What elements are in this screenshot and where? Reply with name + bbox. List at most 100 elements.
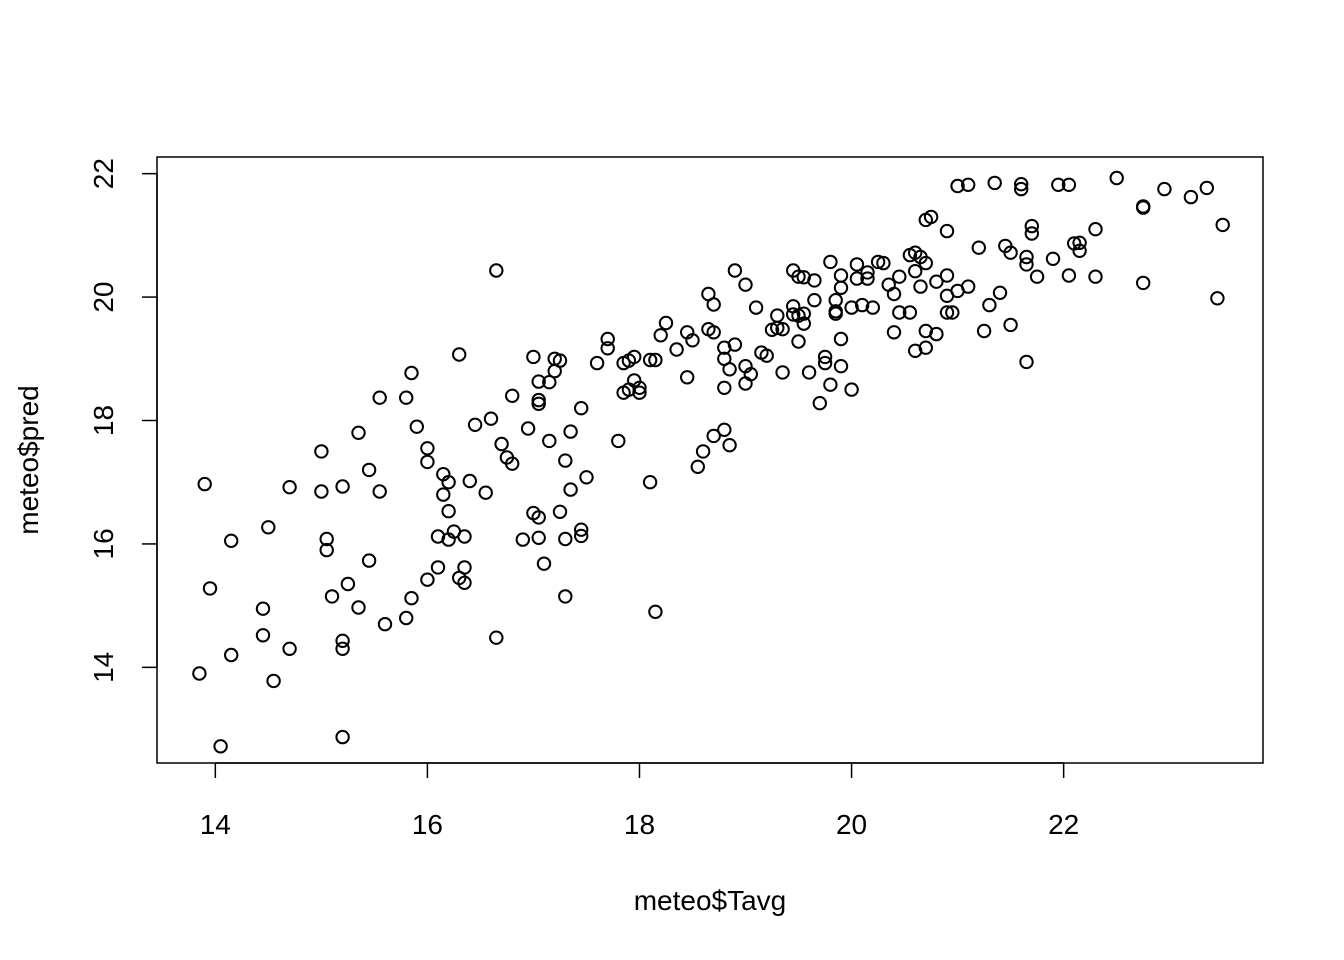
data-point	[1024, 226, 1040, 241]
data-point	[1136, 199, 1151, 214]
data-point	[282, 641, 297, 656]
data-point	[1157, 181, 1172, 197]
data-point	[563, 482, 578, 497]
data-point	[1109, 170, 1124, 186]
data-point	[680, 370, 695, 385]
data-point	[282, 480, 297, 495]
data-point	[865, 300, 880, 315]
y-tick-label: 18	[88, 405, 119, 436]
data-point	[589, 355, 605, 371]
data-point	[685, 333, 700, 348]
data-point	[833, 359, 849, 374]
data-point	[876, 255, 891, 271]
data-point	[1019, 249, 1034, 265]
data-point	[722, 362, 737, 377]
data-point	[420, 572, 435, 587]
x-tick-label: 20	[836, 809, 867, 840]
data-point	[1088, 269, 1103, 284]
x-tick-label: 14	[200, 809, 231, 840]
data-point	[690, 459, 705, 474]
data-points	[192, 170, 1230, 754]
data-point	[266, 673, 281, 689]
data-point	[213, 739, 228, 754]
plot-frame	[156, 156, 1264, 764]
data-point	[892, 269, 907, 284]
data-point	[436, 487, 451, 502]
data-point	[202, 581, 218, 596]
data-point	[976, 323, 992, 339]
data-point	[558, 589, 573, 604]
data-point	[457, 560, 472, 575]
data-point	[441, 504, 456, 519]
data-point	[409, 419, 424, 434]
data-point	[351, 425, 366, 440]
data-point	[420, 441, 435, 456]
data-point	[913, 279, 928, 294]
data-point	[1061, 268, 1077, 283]
data-point	[531, 396, 546, 411]
data-point	[351, 600, 366, 615]
data-point	[531, 392, 546, 408]
data-point	[642, 475, 658, 490]
data-point	[558, 453, 573, 468]
data-point	[526, 349, 541, 365]
data-point	[457, 529, 472, 544]
data-point	[849, 271, 865, 286]
data-point	[748, 300, 764, 315]
data-point	[632, 385, 647, 400]
data-point	[335, 479, 350, 494]
x-axis-label: meteo$Tavg	[634, 885, 787, 916]
data-point	[775, 365, 790, 380]
data-point	[520, 421, 536, 436]
data-point	[817, 349, 833, 365]
data-point	[462, 473, 477, 489]
y-tick-label: 22	[88, 158, 119, 189]
data-point	[552, 353, 568, 368]
data-point	[860, 271, 875, 286]
y-tick-label: 14	[88, 652, 119, 683]
data-point	[642, 352, 658, 368]
data-point	[775, 322, 790, 337]
data-point	[1014, 181, 1029, 197]
data-point	[1183, 189, 1199, 205]
data-point	[706, 325, 721, 340]
data-point	[478, 485, 493, 500]
data-point	[1019, 257, 1034, 272]
data-point	[902, 305, 918, 320]
data-point	[743, 367, 758, 382]
data-point	[791, 334, 806, 349]
data-point	[870, 254, 886, 270]
data-point	[833, 331, 849, 347]
data-point	[361, 462, 377, 478]
data-point	[536, 556, 552, 571]
data-point	[1136, 275, 1151, 291]
data-point	[1024, 218, 1040, 234]
data-point	[929, 326, 944, 342]
data-point	[886, 325, 902, 340]
data-point	[695, 444, 711, 459]
data-point	[574, 401, 589, 416]
data-point	[552, 504, 568, 519]
data-point	[658, 315, 674, 331]
data-point	[574, 522, 589, 537]
data-point	[324, 589, 340, 604]
data-point	[945, 305, 960, 320]
data-point	[314, 444, 329, 459]
data-point	[1199, 180, 1215, 196]
data-point	[542, 433, 557, 449]
data-point	[738, 376, 753, 391]
data-point	[494, 436, 509, 452]
data-point	[404, 591, 419, 606]
data-point	[192, 666, 207, 681]
data-point	[441, 475, 456, 490]
data-point	[377, 617, 393, 632]
data-point	[796, 306, 811, 321]
data-point	[531, 530, 546, 545]
data-point	[817, 355, 833, 371]
data-point	[335, 633, 350, 648]
y-tick-label: 16	[88, 528, 119, 559]
data-point	[372, 484, 387, 499]
data-point	[531, 374, 546, 389]
data-point	[844, 382, 859, 397]
